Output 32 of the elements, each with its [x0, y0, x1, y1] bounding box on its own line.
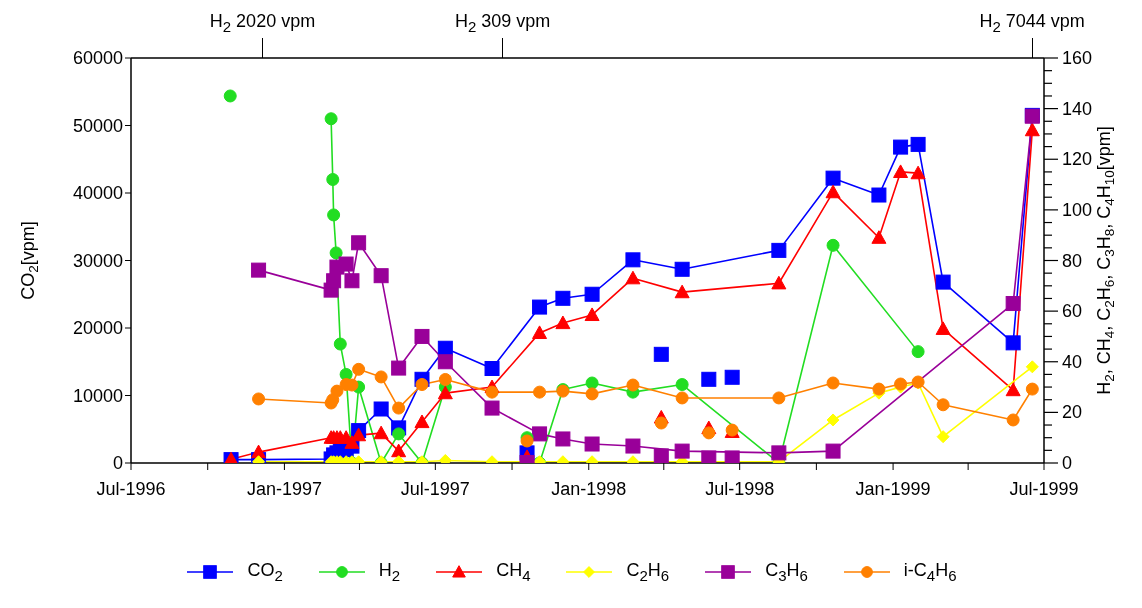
y-tick-label: 0: [112, 453, 123, 474]
legend-label: CH$_{4}$: [496, 560, 531, 584]
x-tick-label: Jul-1998: [705, 478, 775, 499]
y2-tick-label: 100: [1062, 199, 1093, 220]
legend-label: C$_{2}$H$_{6}$: [626, 560, 670, 584]
x-tick-label: Jul-1996: [96, 478, 166, 499]
y-tick-label: 10000: [72, 385, 123, 406]
y2-tick-label: 160: [1062, 48, 1093, 68]
text: H$_{2}$ 309 vpm: [454, 11, 551, 35]
legend-label: CO$_{2}$: [247, 560, 283, 584]
x-tick-label: Jan-1997: [246, 478, 322, 499]
y2-tick-label: 140: [1062, 98, 1093, 119]
text: H$_{2}$ 7044 vpm: [979, 11, 1085, 35]
text: H$_{2}$ 2020 vpm: [209, 11, 316, 35]
y-tick-label: 30000: [72, 250, 123, 271]
y-tick-label: 40000: [72, 183, 123, 204]
y-tick-label: 50000: [72, 115, 123, 136]
y2-tick-label: 60: [1062, 301, 1083, 322]
y-tick-label: 60000: [72, 48, 123, 69]
legend-label: C$_{3}$H$_{6}$: [765, 560, 808, 584]
y2-tick-label: 120: [1062, 149, 1093, 170]
y2-tick-label: 40: [1062, 351, 1083, 372]
x-tick-label: Jul-1999: [1009, 478, 1079, 499]
x-tick-label: Jan-1998: [551, 478, 627, 499]
x-tick-label: Jul-1997: [400, 478, 470, 499]
x-tick-label: Jan-1999: [855, 478, 931, 499]
y-tick-label: 20000: [72, 318, 123, 339]
legend-label: H$_{2}$: [378, 560, 401, 584]
legend-label: i-C$_{4}$H$_{6}$: [903, 560, 957, 584]
y2-tick-label: 20: [1062, 402, 1083, 423]
y2-tick-label: 0: [1062, 453, 1073, 473]
y2-tick-label: 80: [1062, 250, 1083, 271]
